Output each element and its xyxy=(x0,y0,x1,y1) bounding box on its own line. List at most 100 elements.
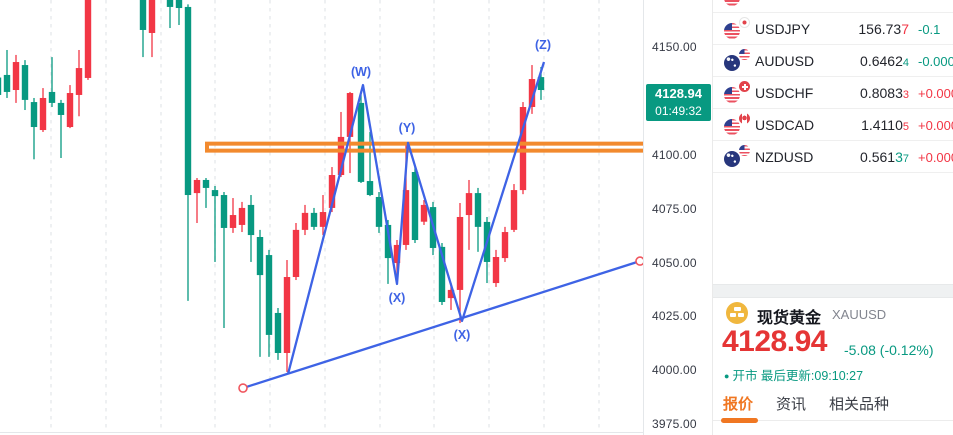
quote-row-nzdusd[interactable]: NZDUSD 0.56137 +0.000 xyxy=(713,141,953,173)
y-axis-tick: 4050.00 xyxy=(652,255,697,270)
tabs-divider xyxy=(713,420,953,421)
quote-symbol: USDCHF xyxy=(755,85,814,101)
quote-price: 0.56137 xyxy=(860,149,909,165)
flag-pair-icon xyxy=(724,113,751,136)
candle-body xyxy=(438,246,446,302)
flag-pair-icon xyxy=(724,17,751,40)
y-axis-tick: 4075.00 xyxy=(652,201,697,216)
active-tab-indicator xyxy=(721,418,758,423)
elliott-wave-zigzag[interactable] xyxy=(286,61,546,375)
quote-change: -0.1 xyxy=(918,22,941,37)
status-text: 开市 最后更新:09:10:27 xyxy=(732,369,864,383)
candle-body xyxy=(166,0,174,7)
candle-body xyxy=(175,0,183,9)
candle-body xyxy=(66,93,74,128)
quote-change: +0.000 xyxy=(918,86,953,101)
us-flag-icon xyxy=(724,23,740,39)
candle-body xyxy=(48,91,56,103)
jp-flag-icon xyxy=(739,17,750,28)
candle-body xyxy=(310,212,318,227)
candlestick-chart[interactable]: (W) (X) (Y) (X) (Z) xyxy=(0,0,643,435)
last-price: 4128.94 xyxy=(655,86,702,101)
tab-related-products[interactable]: 相关品种 xyxy=(829,396,890,413)
trendline-handle-icon[interactable] xyxy=(635,256,643,266)
candle-body xyxy=(328,175,336,208)
quote-list: USDJPY 156.737 -0.1 AUDUSD 0.64624 -0.000 USDC… xyxy=(713,0,953,173)
quote-price: 0.80833 xyxy=(860,85,909,101)
quote-row-audusd[interactable]: AUDUSD 0.64624 -0.000 xyxy=(713,45,953,77)
candle-body xyxy=(184,6,192,196)
price-axis[interactable]: 4128.94 01:49:32 4150.00 4100.00 4075.00 40… xyxy=(643,0,713,435)
us-flag-icon xyxy=(739,49,750,60)
quote-row-usdchf[interactable]: USDCHF 0.80833 +0.000 xyxy=(713,77,953,109)
instrument-change: -5.08 (-0.12%) xyxy=(844,342,934,358)
us-flag-icon xyxy=(724,0,740,6)
quote-change: +0.000 xyxy=(918,150,953,165)
flag-pair-icon xyxy=(724,0,751,7)
candle-body xyxy=(492,257,500,284)
candle-body xyxy=(375,196,383,227)
wave-label: (W) xyxy=(351,65,371,79)
us-flag-icon xyxy=(724,87,740,103)
ch-flag-icon xyxy=(739,81,750,92)
gold-bars-icon xyxy=(726,302,748,324)
market-status: ● 开市 最后更新:09:10:27 xyxy=(724,365,863,384)
trendline-handle-icon[interactable] xyxy=(238,383,248,393)
candle-body xyxy=(319,212,327,227)
candle-body xyxy=(12,62,20,91)
quote-change: -0.000 xyxy=(918,54,953,69)
panel-divider xyxy=(713,284,953,298)
wave-label: (Z) xyxy=(535,38,551,52)
candle-body xyxy=(465,193,473,216)
trendline[interactable] xyxy=(242,259,641,390)
candle-body xyxy=(84,0,92,78)
flag-pair-icon xyxy=(724,49,751,72)
candle-body xyxy=(265,255,273,335)
candle-body xyxy=(193,179,201,194)
candle-body xyxy=(510,190,518,230)
candle-body xyxy=(229,215,237,228)
quote-row-partial[interactable] xyxy=(713,0,953,13)
candle-body xyxy=(274,312,282,353)
flag-pair-icon xyxy=(724,81,751,104)
candle-body xyxy=(456,216,464,290)
watchlist-panel: USDJPY 156.737 -0.1 AUDUSD 0.64624 -0.000 USDC… xyxy=(712,0,953,435)
candle-body xyxy=(366,181,374,196)
quote-row-usdjpy[interactable]: USDJPY 156.737 -0.1 xyxy=(713,13,953,45)
au-flag-icon xyxy=(724,55,740,71)
chart-plot[interactable]: (W) (X) (Y) (X) (Z) xyxy=(0,0,643,435)
quote-price: 1.41105 xyxy=(861,117,909,133)
candle-body xyxy=(501,232,509,259)
candle-body xyxy=(30,102,38,128)
candle-body xyxy=(519,107,527,191)
candle-body xyxy=(393,244,401,264)
resistance-zone[interactable] xyxy=(205,141,643,153)
candle-body xyxy=(220,195,228,228)
time-axis-line xyxy=(0,432,712,433)
nz-flag-icon xyxy=(724,151,740,167)
candle-body xyxy=(21,65,29,100)
flag-pair-icon xyxy=(724,145,751,168)
status-dot-icon: ● xyxy=(724,371,730,381)
candle-body xyxy=(202,179,210,188)
candle-body xyxy=(75,68,83,95)
tab-news[interactable]: 资讯 xyxy=(776,396,807,413)
candle-body xyxy=(537,77,545,91)
candle-body xyxy=(447,289,455,299)
candle-body xyxy=(301,212,309,230)
y-axis-tick: 4000.00 xyxy=(652,363,697,378)
candle-body xyxy=(57,102,65,115)
tab-quotes[interactable]: 报价 xyxy=(723,396,754,413)
quote-symbol: USDJPY xyxy=(755,21,811,37)
quote-symbol: AUDUSD xyxy=(755,53,815,69)
us-flag-icon xyxy=(739,145,750,156)
quote-row-usdcad[interactable]: USDCAD 1.41105 +0.000 xyxy=(713,109,953,141)
quote-change: +0.000 xyxy=(918,118,953,133)
candle-body xyxy=(420,204,428,222)
wave-label: (X) xyxy=(454,328,471,342)
instrument-price: 4128.94 xyxy=(722,325,827,358)
candle-body xyxy=(292,229,300,278)
y-axis-tick: 4025.00 xyxy=(652,309,697,324)
candle-body xyxy=(402,190,410,245)
candle-body xyxy=(148,0,156,33)
